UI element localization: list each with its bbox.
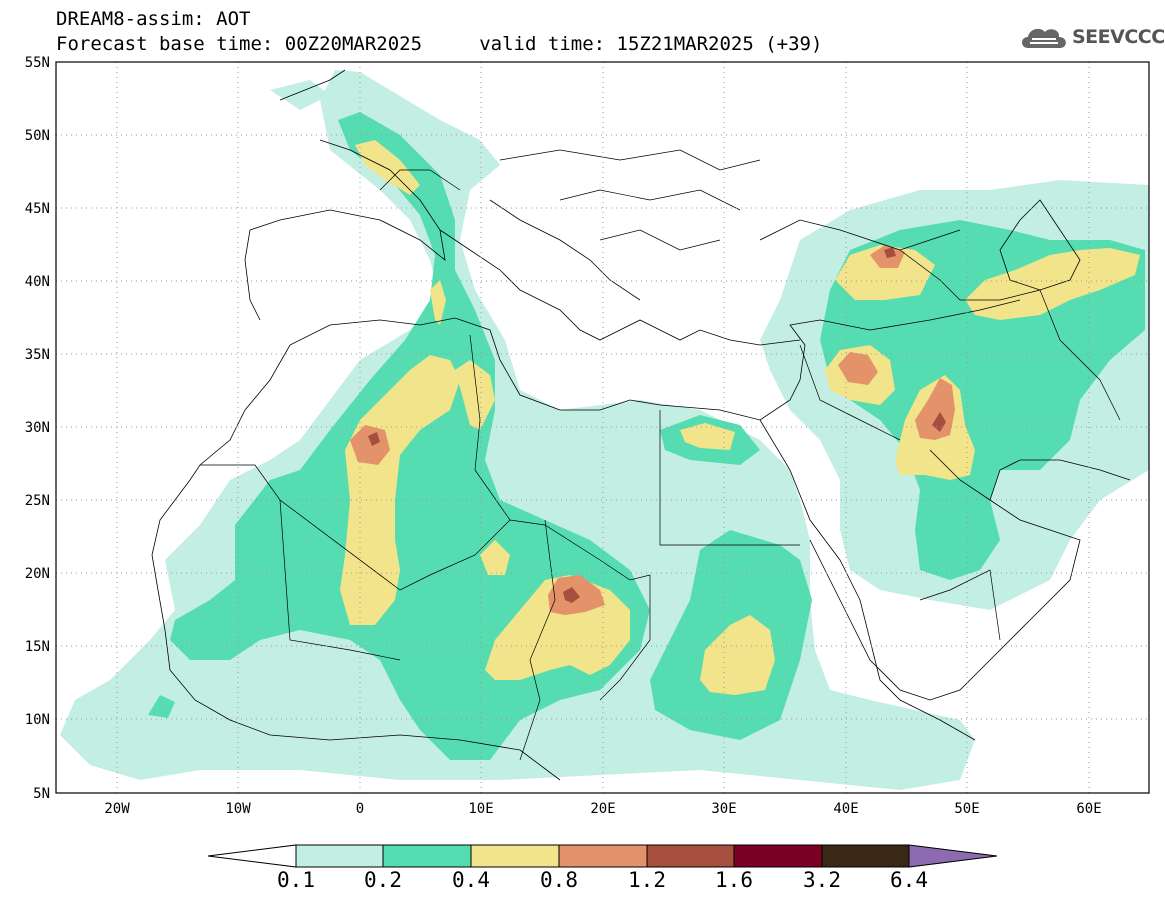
lon-label: 10E [468,801,493,817]
lat-label: 40N [25,274,50,290]
colorbar-label: 1.6 [715,868,753,892]
colorbar [207,844,998,868]
lat-label: 55N [25,55,50,71]
colorbar-label: 3.2 [803,868,841,892]
colorbar-cell [470,844,560,868]
lon-label: 20W [104,801,130,817]
seevccc-logo: SEEVCCC [1018,22,1165,52]
lat-label: 10N [25,712,50,728]
lat-label: 45N [25,201,50,217]
lat-label: 5N [33,786,50,802]
colorbar-label: 6.4 [890,868,928,892]
grid-lines [56,62,1149,793]
lon-axis: 20W 10W 0 10E 20E 30E 40E 50E 60E [104,801,1101,817]
logo-text: SEEVCCC [1072,26,1165,48]
colorbar-label: 1.2 [628,868,666,892]
lon-label: 30E [711,801,736,817]
colorbar-label: 0.8 [540,868,578,892]
colorbar-cell [295,844,384,868]
lat-label: 30N [25,420,50,436]
colorbar-low-arrow [207,844,297,868]
colorbar-label: 0.4 [452,868,490,892]
lat-label: 50N [25,128,50,144]
forecast-time-line: Forecast base time: 00Z20MAR2025 valid t… [56,33,823,55]
lat-label: 20N [25,566,50,582]
colorbar-cell [733,844,823,868]
lon-label: 10W [225,801,251,817]
coastlines [151,69,1131,781]
lat-label: 35N [25,347,50,363]
colorbar-label: 0.2 [364,868,402,892]
aot-class-1.2 [368,247,946,603]
colorbar-cell [646,844,735,868]
colorbar-label: 0.1 [277,868,315,892]
colorbar-cell [382,844,472,868]
lon-label: 50E [954,801,979,817]
lat-axis: 55N 50N 45N 40N 35N 30N 25N 20N 15N 10N … [25,55,50,802]
cloud-icon [1022,28,1066,48]
colorbar-high-arrow [908,844,998,868]
lon-label: 20E [590,801,615,817]
lat-label: 25N [25,493,50,509]
lon-label: 40E [833,801,858,817]
chart-title: DREAM8-assim: AOT [56,8,251,30]
colorbar-cell [821,844,910,868]
map-frame [55,61,1150,794]
colorbar-cell [558,844,648,868]
lon-label: 60E [1076,801,1101,817]
lon-label: 0 [356,801,364,817]
lat-label: 15N [25,639,50,655]
